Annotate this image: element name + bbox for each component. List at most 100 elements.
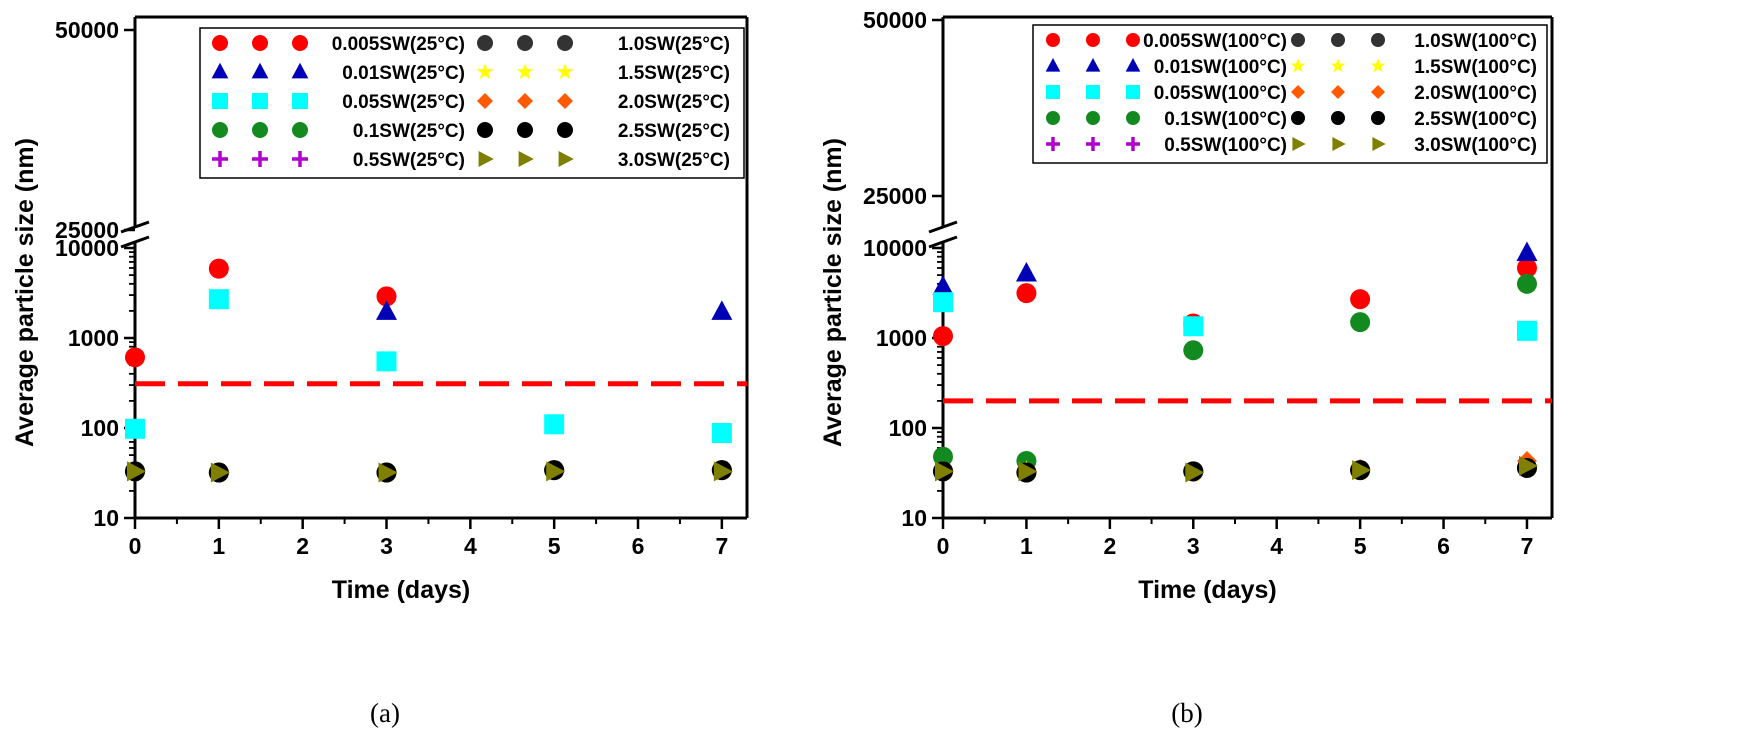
legend-marker [517,35,533,51]
data-point [1350,312,1371,333]
legend-label: 2.5SW(25°C) [618,121,730,142]
y-axis-label: Average particle size (nm) [819,138,847,447]
x-tick-label: 1 [1020,533,1033,559]
legend-marker [517,122,533,138]
y-tick-label: 1000 [68,325,119,351]
legend-label: 0.05SW(25°C) [342,92,465,113]
legend-marker [557,93,573,109]
legend-marker [1372,137,1386,151]
x-tick-label: 6 [632,533,645,559]
x-tick-label: 3 [380,533,393,559]
data-point [1185,462,1205,483]
legend-marker [212,151,228,167]
data-point [125,418,145,439]
y-tick-label: 10000 [55,235,119,261]
data-point [1352,460,1372,481]
legend-label: 0.5SW(100°C) [1164,135,1287,156]
legend-marker [252,35,268,51]
x-tick-label: 4 [1270,533,1283,559]
legend-marker [1330,58,1346,73]
legend-label: 0.01SW(100°C) [1154,57,1287,78]
legend-marker [477,93,493,109]
legend-marker [1126,137,1140,151]
legend-label: 0.01SW(25°C) [342,63,465,84]
panel-caption: (b) [1171,698,1202,728]
data-point [546,461,566,482]
data-point [208,289,229,310]
x-tick-label: 5 [1354,533,1367,559]
legend-label: 2.0SW(100°C) [1414,83,1537,104]
legend-marker [252,93,268,109]
data-point [1018,461,1038,482]
y-tick-label: 50000 [55,17,119,43]
data-point [933,326,953,347]
legend-marker [292,93,308,109]
legend-label: 0.05SW(100°C) [1154,83,1287,104]
legend-marker [1331,111,1345,125]
y-axis-label: Average particle size (nm) [11,138,39,447]
legend-label: 0.1SW(100°C) [1164,109,1287,130]
y-tick-label: 10000 [863,235,927,261]
legend-marker [1046,33,1060,47]
data-point [127,461,146,482]
data-point [1518,455,1538,476]
y-tick-label: 25000 [55,217,119,243]
data-point [378,462,398,483]
legend-marker [212,35,228,51]
data-point [932,275,954,295]
legend-marker [476,63,494,80]
legend-label: 0.5SW(25°C) [353,150,465,171]
x-tick-label: 7 [715,533,728,559]
y-tick-label: 100 [81,415,119,441]
legend-marker [292,35,308,51]
data-point [1350,289,1371,310]
legend-marker [1331,85,1345,99]
legend-marker [1292,137,1306,151]
data-point [544,414,565,435]
legend-marker [477,35,493,51]
legend-label: 1.0SW(100°C) [1414,31,1537,52]
data-point [935,461,954,482]
legend-marker [1370,58,1386,73]
legend-marker [1046,85,1060,99]
legend-label: 2.0SW(25°C) [618,92,730,113]
legend-label: 0.005SW(25°C) [332,34,465,55]
legend-marker [477,122,493,138]
legend-label: 1.5SW(25°C) [618,63,730,84]
axis-break-mark [928,220,958,234]
legend-marker [1332,137,1346,151]
x-tick-label: 4 [464,533,477,559]
legend-marker [1291,85,1305,99]
legend-label: 0.005SW(100°C) [1143,31,1287,52]
legend-marker [516,63,534,80]
legend-box [1032,24,1548,164]
x-axis-label: Time (days) [332,576,470,604]
x-tick-label: 5 [548,533,561,559]
data-point [933,292,953,313]
y-tick-label: 50000 [863,7,927,33]
legend-marker [251,62,269,79]
legend-label: 2.5SW(100°C) [1414,109,1537,130]
x-tick-label: 6 [1437,533,1450,559]
legend-marker [1046,111,1060,125]
x-axis-label: Time (days) [1138,576,1276,604]
legend-marker [558,151,574,167]
y-tick-label: 10 [901,505,927,531]
legend-marker [557,35,573,51]
legend-marker [1291,33,1305,47]
x-tick-label: 2 [1103,533,1116,559]
legend-marker [1371,111,1385,125]
legend-marker [1086,33,1100,47]
y-tick-label: 1000 [876,325,927,351]
data-point [376,351,397,372]
data-point [711,300,733,320]
legend-marker [211,62,229,79]
legend-marker [1371,33,1385,47]
legend-marker [1046,137,1060,151]
legend-marker [478,151,494,167]
y-tick-label: 100 [889,415,927,441]
legend-label: 1.5SW(100°C) [1414,57,1537,78]
legend-marker [557,122,573,138]
